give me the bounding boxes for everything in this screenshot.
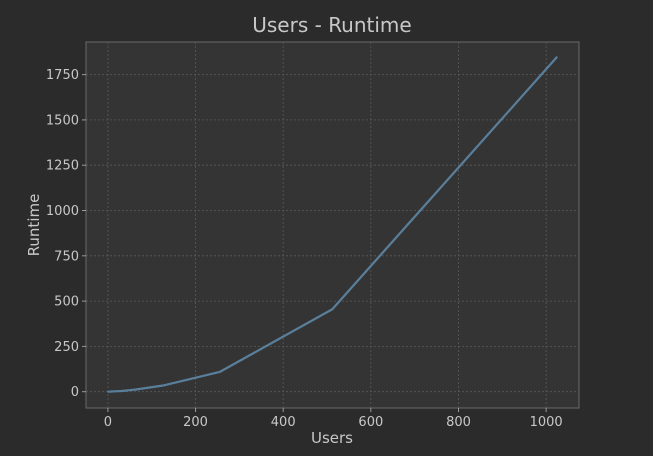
axis-ticks: 0 200 400 600 800 1000 0 250 500 750 1000 1250 1500 1… <box>46 68 563 430</box>
x-axis-label: Users <box>311 429 353 447</box>
grid <box>86 42 579 408</box>
x-tick-label: 200 <box>183 415 208 430</box>
series-layer <box>107 56 558 393</box>
plot-area <box>85 41 580 409</box>
y-tick-label: 0 <box>71 385 79 400</box>
y-tick-label: 1000 <box>46 204 79 219</box>
x-tick-label: 600 <box>358 415 383 430</box>
y-tick-label: 1750 <box>46 68 79 83</box>
y-tick-label: 750 <box>54 249 79 264</box>
series-line-0 <box>107 56 558 393</box>
x-tick-label: 1000 <box>530 415 563 430</box>
y-tick-label: 1250 <box>46 159 79 174</box>
chart-title: Users - Runtime <box>252 13 411 37</box>
x-tick-label: 400 <box>271 415 296 430</box>
y-tick-label: 500 <box>54 295 79 310</box>
y-axis-label: Runtime <box>25 194 43 257</box>
x-tick-label: 0 <box>104 415 112 430</box>
y-tick-label: 1500 <box>46 113 79 128</box>
y-tick-label: 250 <box>54 340 79 355</box>
x-tick-label: 800 <box>446 415 471 430</box>
